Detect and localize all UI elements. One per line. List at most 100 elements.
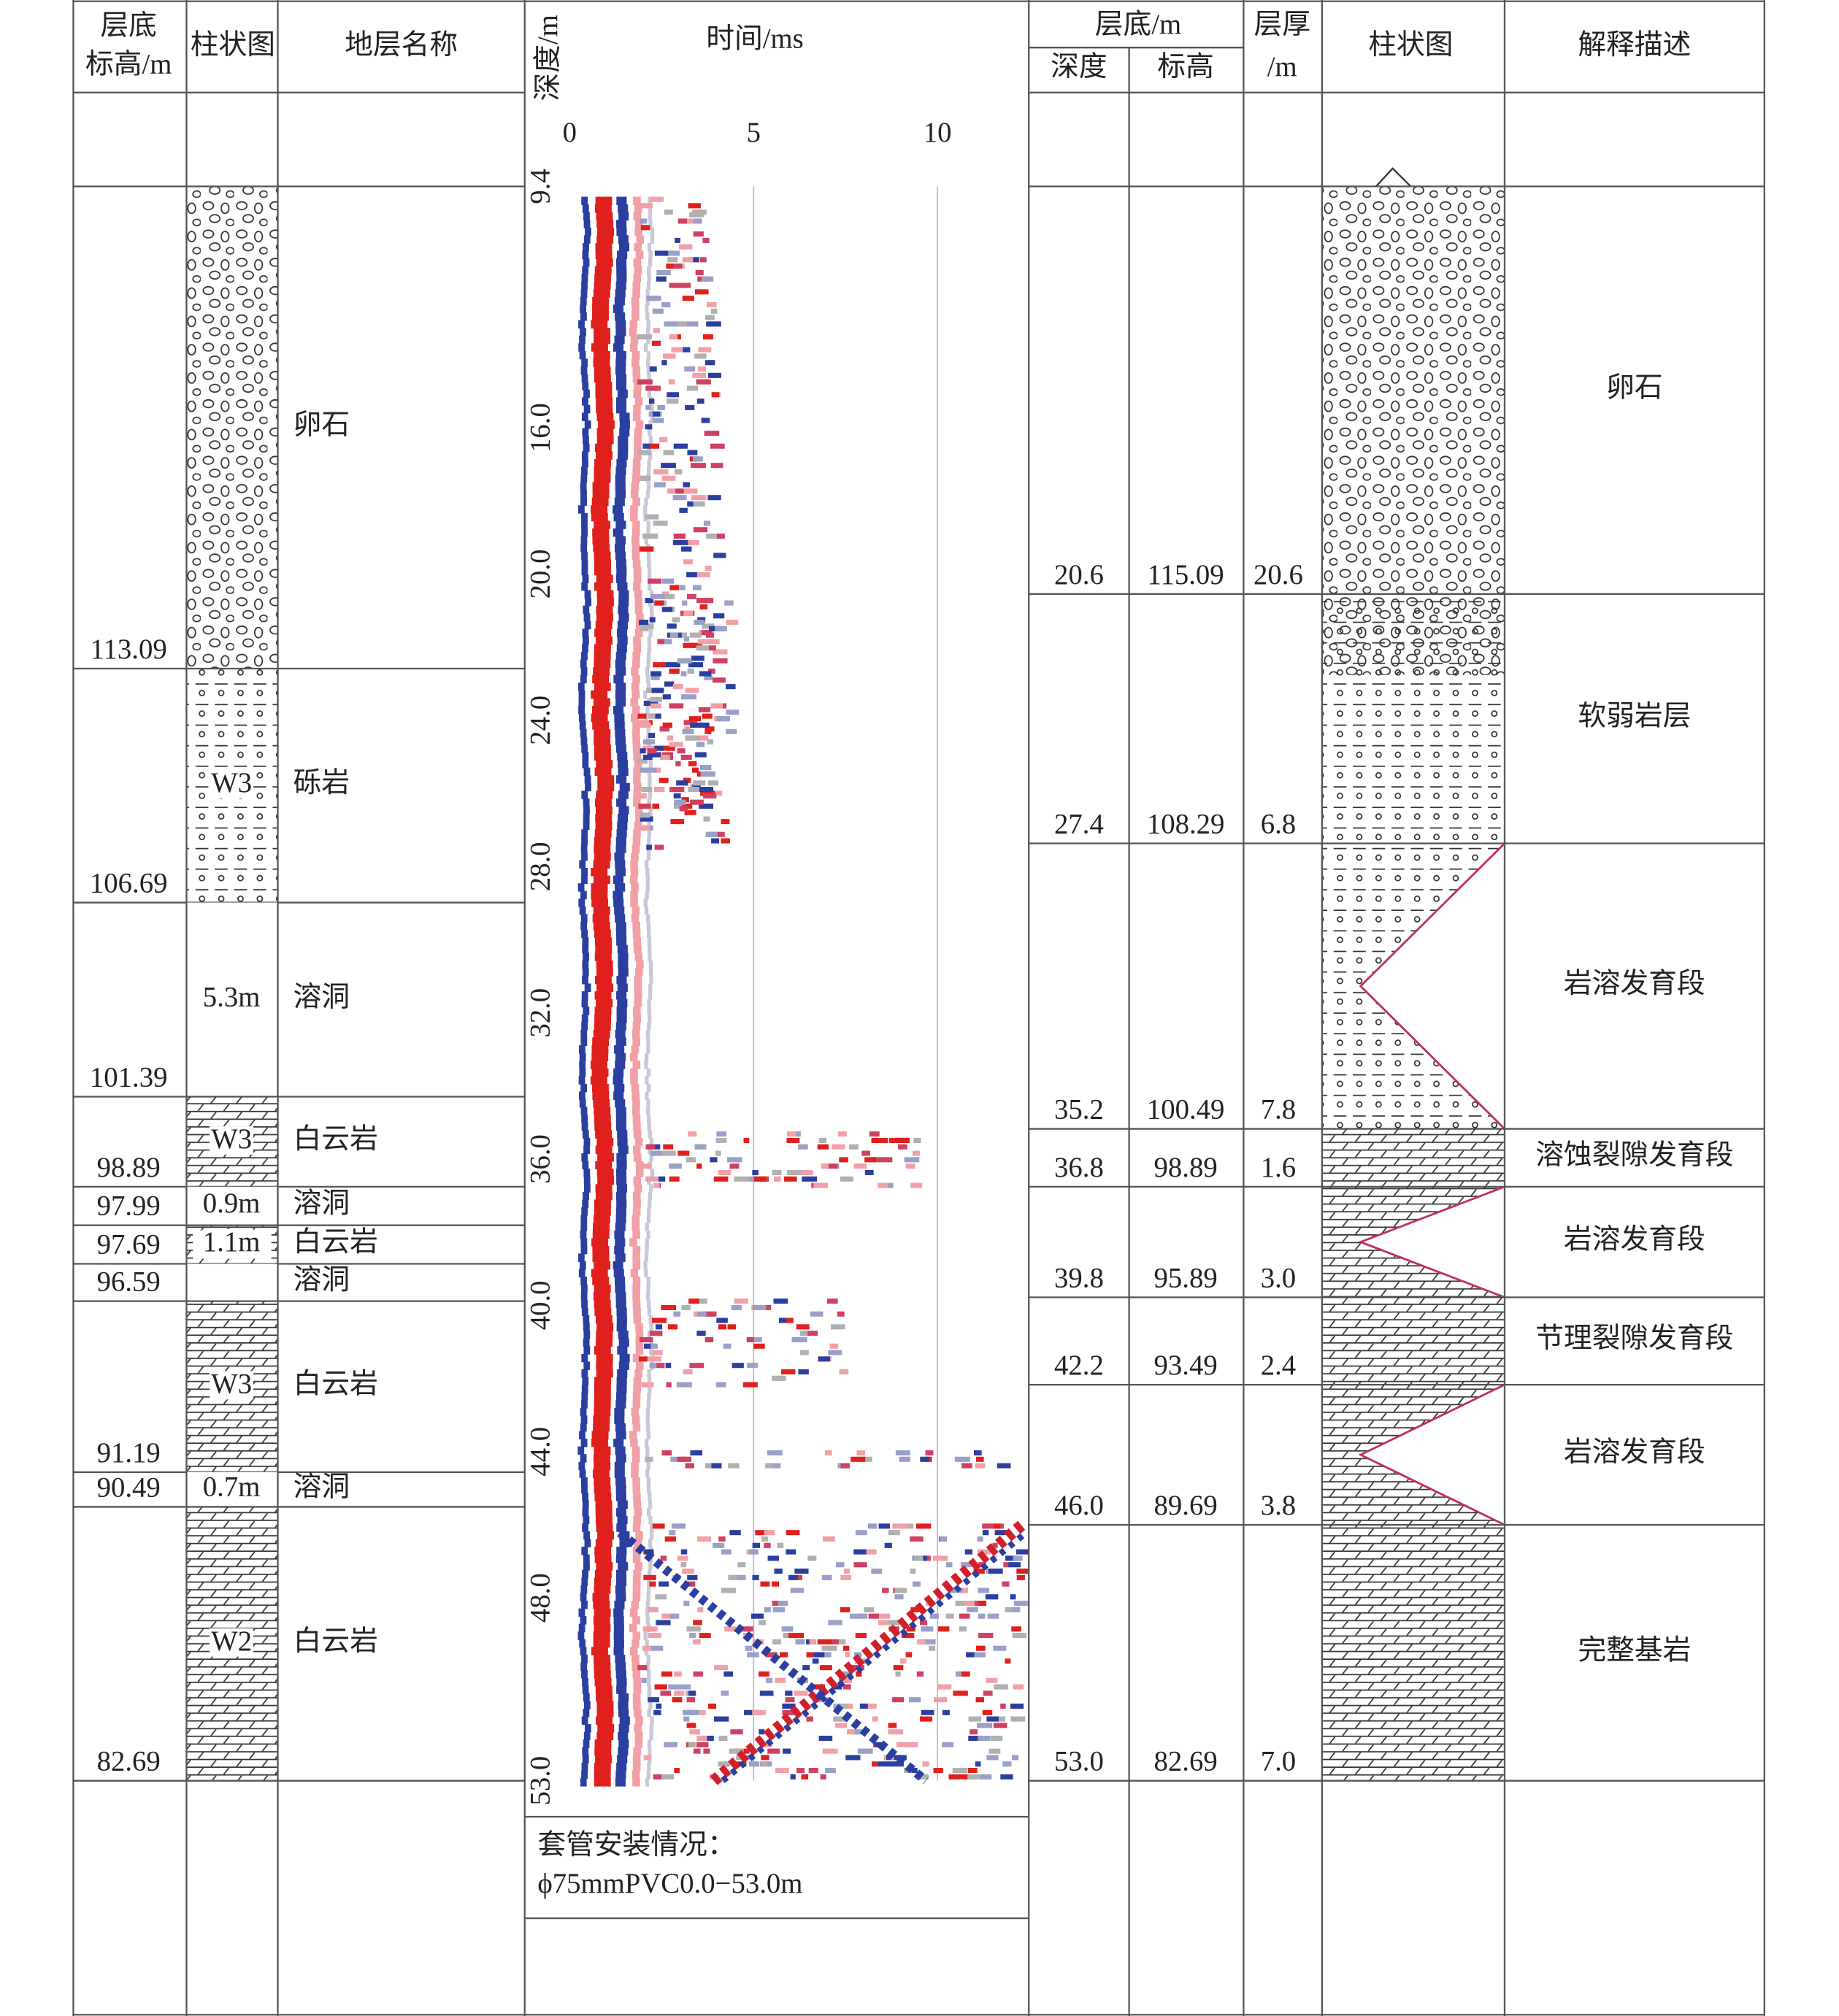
radar-trace — [630, 505, 638, 514]
radar-speck — [704, 728, 712, 734]
radar-trace — [648, 991, 653, 1000]
radar-trace — [617, 1130, 628, 1139]
radar-trace — [635, 1716, 643, 1725]
radar-trace — [645, 890, 649, 900]
radar-trace — [615, 1446, 626, 1455]
radar-trace — [594, 975, 612, 985]
radar-trace — [617, 636, 628, 645]
radar-trace — [583, 613, 591, 622]
radar-speck — [893, 1665, 904, 1671]
radar-speck — [689, 632, 702, 638]
radar-trace — [645, 1029, 650, 1039]
radar-trace — [631, 1770, 640, 1780]
radar-trace — [646, 1770, 650, 1780]
radar-trace — [616, 1685, 627, 1694]
radar-speck — [811, 1652, 825, 1658]
radar-trace — [594, 1346, 611, 1355]
radar-speck — [783, 1633, 789, 1639]
radar-trace — [615, 860, 626, 869]
radar-trace — [646, 335, 650, 345]
radar-speck — [648, 1697, 660, 1703]
radar-trace — [617, 1755, 628, 1763]
radar-speck — [708, 639, 720, 645]
radar-trace — [648, 1191, 653, 1201]
radar-speck — [701, 598, 714, 604]
radar-speck — [712, 677, 726, 683]
radar-trace — [581, 281, 588, 291]
radar-speck — [1005, 1658, 1011, 1664]
radar-speck — [677, 1150, 690, 1156]
radar-trace — [579, 860, 586, 869]
radar-trace — [591, 1083, 609, 1093]
radar-speck — [684, 366, 696, 372]
radar-speck — [827, 1299, 838, 1304]
radar-speck — [975, 1645, 986, 1651]
radar-trace — [632, 1554, 641, 1563]
radar-speck — [681, 694, 696, 700]
radar-trace — [614, 544, 626, 553]
stratum-name: 溶洞 — [293, 981, 350, 1012]
radar-speck — [674, 1768, 680, 1774]
radar-trace — [633, 636, 641, 645]
mark-bg — [210, 770, 254, 799]
radar-trace — [614, 906, 625, 915]
radar-trace — [593, 860, 610, 869]
radar-trace — [581, 1655, 588, 1663]
radar-speck — [638, 758, 648, 764]
radar-speck — [654, 600, 664, 606]
radar-trace — [631, 1091, 640, 1100]
radar-trace — [581, 1716, 588, 1725]
depth-tick-label: 9.4 — [524, 169, 556, 204]
radar-trace — [597, 1531, 615, 1540]
radar-speck — [683, 559, 693, 565]
radar-trace — [633, 829, 641, 838]
radar-speck — [645, 424, 653, 430]
radar-trace — [633, 404, 641, 414]
radar-trace — [615, 1585, 626, 1594]
radar-trace — [618, 235, 629, 244]
radar-trace — [582, 975, 588, 985]
radar-trace — [581, 1547, 588, 1555]
radar-speck — [695, 722, 710, 728]
radar-trace — [615, 258, 627, 267]
radar-speck — [840, 1677, 853, 1683]
radar-trace — [582, 960, 589, 969]
radar-trace — [634, 968, 643, 977]
radar-speck — [637, 450, 651, 455]
radar-speck — [692, 767, 699, 773]
radar-trace — [643, 1261, 648, 1270]
radar-trace — [613, 505, 623, 514]
radar-speck — [640, 218, 648, 224]
radar-speck — [661, 475, 676, 481]
radar-hyperbola — [721, 1530, 1029, 1784]
radar-trace — [581, 196, 588, 205]
radar-trace — [630, 1068, 638, 1077]
radar-speck — [653, 1709, 661, 1715]
stratum-name: 白云岩 — [293, 1626, 378, 1657]
radar-trace — [577, 1446, 585, 1455]
radar-trace — [615, 1115, 626, 1123]
radar-trace — [596, 590, 614, 599]
radar-speck — [1003, 1562, 1012, 1568]
radar-trace — [583, 242, 589, 252]
radar-trace — [596, 1716, 613, 1725]
radar-trace — [580, 1647, 587, 1655]
radar-trace — [616, 1547, 627, 1555]
radar-trace — [592, 490, 610, 499]
radar-speck — [763, 1304, 772, 1310]
radar-trace — [617, 582, 628, 591]
radar-speck — [1000, 1703, 1006, 1709]
radar-speck — [817, 1144, 829, 1150]
radar-trace — [595, 806, 613, 815]
radar-speck — [638, 803, 651, 809]
radar-speck — [831, 1324, 845, 1330]
radar-speck — [699, 803, 714, 809]
radar-speck — [878, 1761, 894, 1767]
radar-trace — [593, 875, 610, 885]
radar-speck — [802, 1331, 818, 1336]
radar-speck — [687, 1574, 698, 1580]
radar-speck — [653, 482, 666, 488]
radar-speck — [796, 1574, 803, 1580]
radar-speck — [654, 250, 669, 256]
radar-speck — [649, 443, 660, 449]
